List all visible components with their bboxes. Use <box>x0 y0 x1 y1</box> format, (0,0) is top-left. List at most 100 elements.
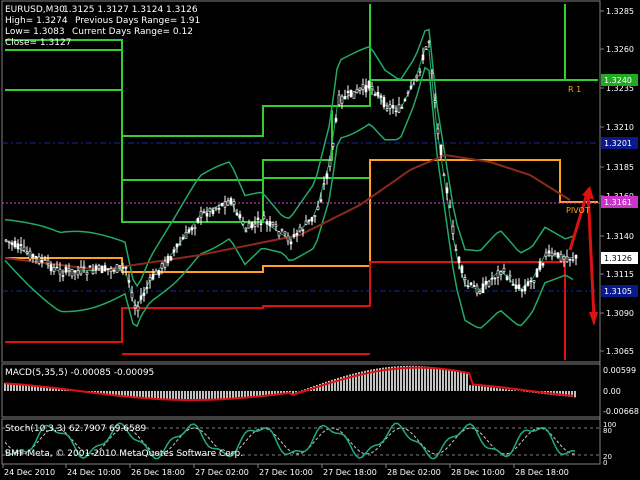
candle-body <box>4 239 8 242</box>
close-label: Close= 1.3127 <box>5 38 71 48</box>
candle-body <box>310 216 314 222</box>
price-tick-label: 1.3260 <box>606 45 634 54</box>
candle-body <box>484 280 488 285</box>
candle-body <box>331 143 335 147</box>
candle-body <box>106 268 110 270</box>
candle-body <box>157 270 161 276</box>
candle-body <box>130 292 134 299</box>
candle-body <box>526 281 530 286</box>
candle-body <box>280 229 284 231</box>
candle-body <box>46 259 50 265</box>
candle-body <box>316 206 320 210</box>
pivot-label: PIVOT <box>566 206 590 215</box>
candle-body <box>538 261 542 270</box>
price-tag-bg <box>601 137 638 149</box>
candle-body <box>169 256 173 261</box>
candle-body <box>262 215 266 220</box>
candle-body <box>256 217 260 220</box>
candle-body <box>145 287 149 289</box>
candle-body <box>79 266 83 275</box>
candle-body <box>208 207 212 212</box>
support-line <box>5 261 566 360</box>
candle-body <box>244 230 248 233</box>
price-tick-label: 1.3285 <box>606 7 634 16</box>
stoch-signal-line <box>4 427 576 455</box>
candle-body <box>154 270 158 275</box>
candle-body <box>148 277 152 281</box>
price-tag-bg <box>601 74 638 86</box>
candle-body <box>283 231 287 235</box>
forecast-arrow-head-up <box>582 186 594 200</box>
price-tag-bg <box>601 285 638 297</box>
stoch-label: Stoch(10,3,3) 62.7907 69.6589 <box>5 424 146 434</box>
macd-axis-label: 0.00 <box>603 387 621 396</box>
candle-body <box>16 243 20 250</box>
time-tick-label: 28 Dec 18:00 <box>515 468 569 477</box>
r1-label: R 1 <box>568 85 581 94</box>
candle-body <box>187 229 191 233</box>
price-axis: 1.32851.32601.32351.32101.31851.31601.31… <box>600 7 638 356</box>
time-tick-label: 28 Dec 10:00 <box>451 468 505 477</box>
candle-body <box>544 252 548 257</box>
time-tick-label: 24 Dec 10:00 <box>67 468 121 477</box>
candle-body <box>358 87 362 91</box>
candle-body <box>304 220 308 225</box>
candle-body <box>541 263 545 266</box>
candle-body <box>355 88 359 93</box>
candle-body <box>271 221 275 225</box>
stoch-axis-label: 0 <box>603 459 607 467</box>
candle-body <box>553 252 557 255</box>
candle-body <box>565 256 569 263</box>
candle-body <box>343 96 347 100</box>
candle-body <box>313 215 317 217</box>
candle-body <box>22 246 26 251</box>
candle-body <box>421 54 425 61</box>
macd-signal-line <box>4 366 574 401</box>
candle-body <box>37 256 41 264</box>
candle-body <box>400 107 404 109</box>
candle-body <box>73 270 77 273</box>
candle-body <box>181 237 185 240</box>
candle-body <box>10 242 14 245</box>
candle-body <box>520 289 524 292</box>
candle-body <box>64 266 68 273</box>
candle-body <box>178 243 182 246</box>
candle-body <box>7 240 11 243</box>
macd-axis-label: 0.00599 <box>603 366 636 375</box>
candle-body <box>223 201 227 208</box>
candle-body <box>70 268 74 277</box>
price-tag-label: 1.3240 <box>604 76 632 85</box>
candle-body <box>13 240 17 248</box>
candle-body <box>139 295 143 300</box>
candle-body <box>454 249 458 252</box>
candle-body <box>478 290 482 294</box>
price-tag-bg <box>601 196 638 208</box>
candle-body <box>100 265 104 274</box>
candle-body <box>535 268 539 278</box>
candle-body <box>196 218 200 223</box>
candle-body <box>235 212 239 216</box>
candle-body <box>253 223 257 227</box>
candle-body <box>361 83 365 90</box>
candle-body <box>397 104 401 113</box>
candle-body <box>238 214 242 218</box>
candle-body <box>550 252 554 257</box>
candle-body <box>121 266 125 269</box>
candle-body <box>418 70 422 73</box>
stoch-main-line <box>4 422 576 460</box>
candle-body <box>259 223 263 225</box>
low-label: Low= 1.3083 <box>5 27 65 37</box>
candle-body <box>496 270 500 278</box>
candle-body <box>274 224 278 228</box>
candle-body <box>568 258 572 261</box>
candle-body <box>151 273 155 280</box>
candle-body <box>505 276 509 280</box>
macd-axis-label: -0.00668 <box>603 407 639 416</box>
candle-body <box>166 256 170 264</box>
time-tick-label: 26 Dec 18:00 <box>131 468 185 477</box>
time-axis: 24 Dec 2010 24 Dec 10:00 26 Dec 18:00 27 De… <box>2 464 569 477</box>
candle-body <box>571 259 575 261</box>
price-tick-label: 1.3235 <box>606 84 634 93</box>
